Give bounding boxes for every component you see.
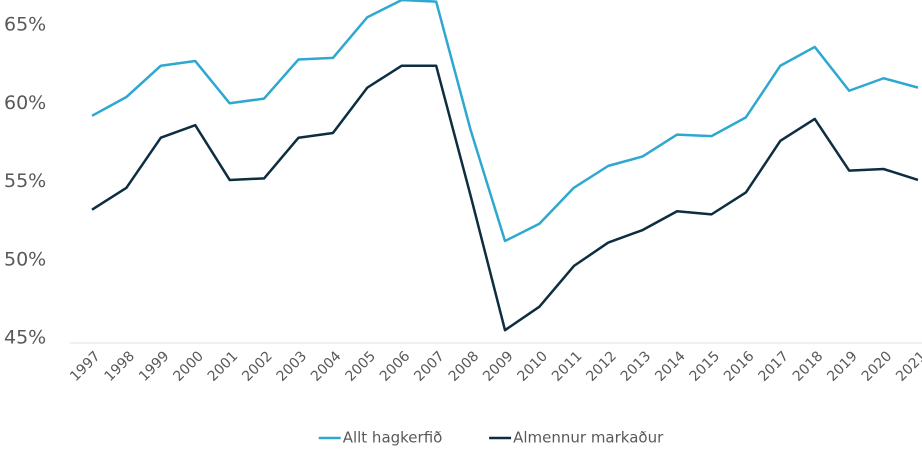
x-tick-label: 2001 <box>205 348 242 385</box>
y-tick-label: 60% <box>4 92 46 114</box>
y-tick-label: 65% <box>4 14 46 36</box>
x-tick-label: 2020 <box>859 348 896 385</box>
y-tick-label: 45% <box>4 327 46 349</box>
series-line <box>91 64 919 332</box>
y-tick-label: 50% <box>4 248 46 270</box>
series-line <box>91 0 919 243</box>
plot-area <box>91 0 919 332</box>
x-tick-label: 2021 <box>893 348 922 385</box>
x-tick-label: 2003 <box>274 348 311 385</box>
x-tick-label: 2002 <box>239 348 276 385</box>
y-tick-label: 55% <box>4 170 46 192</box>
x-tick-label: 1998 <box>102 348 139 385</box>
x-tick-label: 2005 <box>342 348 379 385</box>
x-tick-label: 2000 <box>170 348 207 385</box>
x-tick-label: 2016 <box>721 348 758 385</box>
x-tick-label: 2007 <box>411 348 448 385</box>
x-tick-label: 2010 <box>515 348 552 385</box>
x-tick-label: 2006 <box>377 348 414 385</box>
x-tick-label: 2012 <box>583 348 620 385</box>
x-tick-label: 2009 <box>480 348 517 385</box>
x-tick-label: 2008 <box>446 348 483 385</box>
x-tick-label: 2019 <box>824 348 861 385</box>
x-tick-label: 2018 <box>790 348 827 385</box>
legend-label: Almennur markaður <box>513 429 664 447</box>
x-tick-label: 2004 <box>308 348 345 385</box>
legend-label: Allt hagkerfið <box>343 429 443 447</box>
x-tick-label: 1997 <box>67 348 104 385</box>
x-tick-label: 2014 <box>652 348 689 385</box>
x-tick-label: 2017 <box>755 348 792 385</box>
x-tick-label: 2011 <box>549 348 586 385</box>
x-tick-label: 1999 <box>136 348 173 385</box>
x-tick-label: 2015 <box>687 348 724 385</box>
x-tick-label: 2013 <box>618 348 655 385</box>
